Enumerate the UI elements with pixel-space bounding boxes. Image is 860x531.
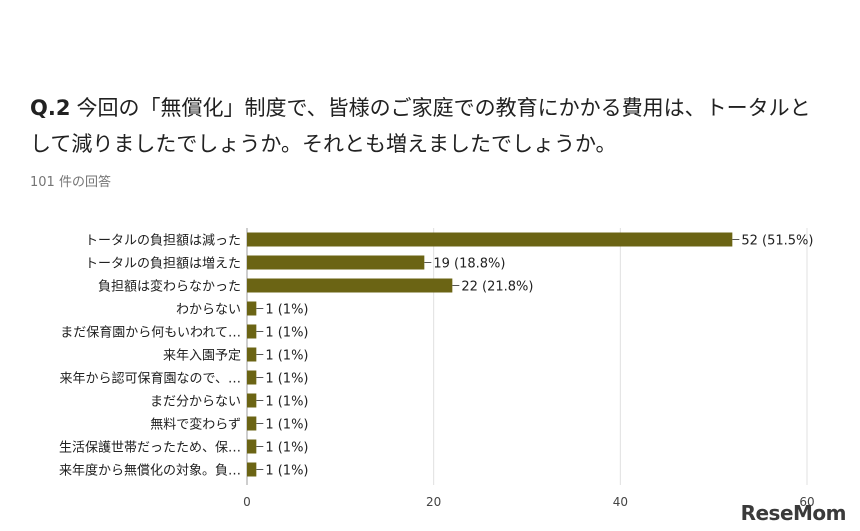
x-tick-label: 60 xyxy=(799,495,814,509)
category-label: 無料で変わらず xyxy=(150,417,241,433)
category-label: 来年度から無償化の対象。負… xyxy=(59,463,241,479)
bar xyxy=(247,324,257,339)
category-label: トータルの負担額は増えた xyxy=(85,257,241,272)
data-label: 1 (1%) xyxy=(265,326,308,341)
watermark-logo: ReseMom xyxy=(740,501,847,525)
category-label: わからない xyxy=(176,303,241,318)
category-label: まだ保育園から何もいわれて… xyxy=(60,325,241,341)
data-label: 19 (18.8%) xyxy=(433,257,505,272)
data-label: 1 (1%) xyxy=(265,441,308,456)
bar xyxy=(247,347,257,362)
bar xyxy=(247,462,257,477)
question-title: Q.2 今回の「無償化」制度で、皆様のご家庭での教育にかかる費用は、トータルとして… xyxy=(30,90,830,162)
question-text: 今回の「無償化」制度で、皆様のご家庭での教育にかかる費用は、トータルとして減りま… xyxy=(30,96,811,156)
bar xyxy=(247,370,257,385)
data-label: 1 (1%) xyxy=(265,303,308,318)
category-label: まだ分からない xyxy=(150,395,241,410)
data-label: 1 (1%) xyxy=(265,395,308,410)
data-label: 1 (1%) xyxy=(265,349,308,364)
x-tick-label: 0 xyxy=(243,495,251,509)
data-label: 52 (51.5%) xyxy=(741,234,813,249)
category-label: トータルの負担額は減った xyxy=(85,233,241,249)
bar xyxy=(247,416,257,431)
data-label: 1 (1%) xyxy=(265,418,308,433)
data-label: 1 (1%) xyxy=(265,464,308,479)
category-label: 来年入園予定 xyxy=(163,349,241,364)
x-tick-label: 40 xyxy=(613,495,628,509)
bar xyxy=(247,301,257,316)
question-number: Q.2 xyxy=(30,96,71,120)
category-label: 来年から認可保育園なので、… xyxy=(60,371,241,387)
bar xyxy=(247,278,453,293)
data-label: 1 (1%) xyxy=(265,372,308,387)
category-label: 生活保護世帯だったため、保… xyxy=(59,440,241,456)
category-label: 負担額は変わらなかった xyxy=(98,279,241,295)
bar xyxy=(247,393,257,408)
response-count: 101 件の回答 xyxy=(30,175,111,190)
x-tick-label: 20 xyxy=(426,495,441,509)
bar xyxy=(247,439,257,454)
bar xyxy=(247,255,425,270)
bar xyxy=(247,232,733,247)
data-label: 22 (21.8%) xyxy=(461,280,533,295)
